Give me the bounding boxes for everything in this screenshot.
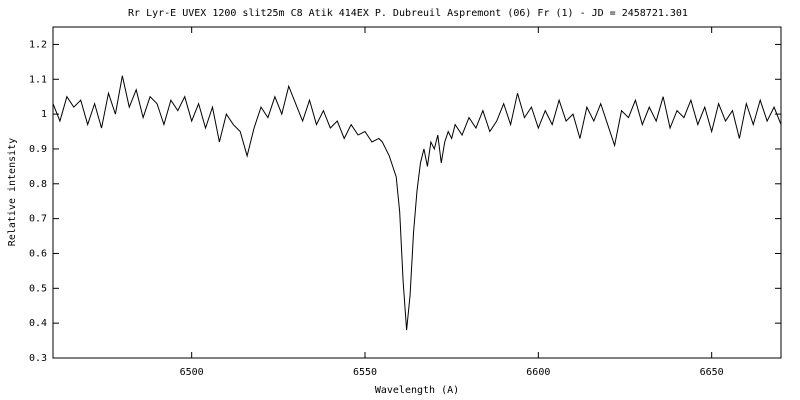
y-tick-label: 0.4 [29, 318, 47, 329]
y-tick-label: 0.8 [29, 179, 47, 190]
y-tick-label: 0.9 [29, 144, 47, 155]
plot-frame [52, 26, 782, 359]
x-tick-label: 6600 [526, 367, 550, 378]
y-tick-label: 0.7 [29, 214, 47, 225]
spectrum-line [52, 75, 782, 331]
y-tick-label: 1 [41, 109, 47, 120]
x-axis-label: Wavelength (A) [375, 385, 459, 396]
y-tick-label: 1.2 [29, 39, 47, 50]
x-tick-label: 6500 [180, 367, 204, 378]
y-tick-label: 0.3 [29, 353, 47, 364]
x-tick-label: 6550 [353, 367, 377, 378]
y-tick-label: 0.6 [29, 248, 47, 259]
y-tick-label: 0.5 [29, 283, 47, 294]
y-axis-label: Relative intensity [7, 138, 18, 246]
x-tick-label: 6650 [700, 367, 724, 378]
chart-title: Rr Lyr-E UVEX 1200 slit25m C8 Atik 414EX… [128, 8, 688, 19]
y-tick-label: 1.1 [29, 74, 47, 85]
